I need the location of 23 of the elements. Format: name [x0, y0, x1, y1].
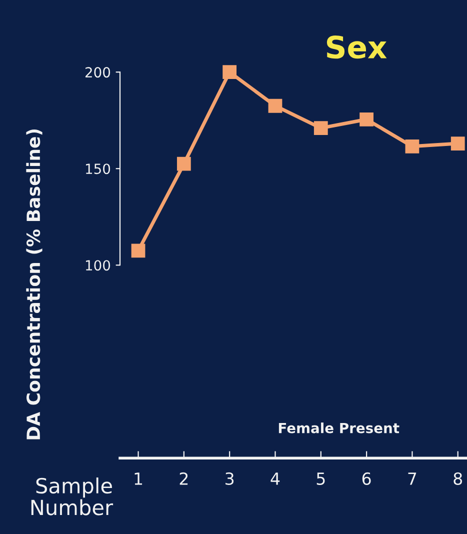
x-tick-label: 7 [408, 472, 416, 485]
x-tick-label: 3 [226, 472, 234, 485]
chart-title: Sex [326, 36, 387, 59]
x-tick-label: 2 [180, 472, 188, 485]
x-tick-label: 4 [270, 472, 280, 485]
x-tick-label: 8 [454, 472, 462, 485]
point [450, 136, 465, 150]
point [176, 156, 191, 171]
point [405, 139, 420, 154]
x-tick-label: 6 [362, 472, 371, 485]
y-tick-label: 100 [86, 260, 110, 271]
x-tick-label: 1 [134, 472, 142, 485]
annotation: Female Present [278, 422, 400, 434]
point [360, 112, 374, 126]
x-axis-title: Sample Number [31, 477, 114, 516]
point [268, 98, 282, 113]
y-tick-label: 150 [86, 164, 110, 174]
y-tick-label: 200 [85, 67, 110, 78]
point [222, 65, 237, 80]
point [314, 121, 328, 136]
x-tick-label: 5 [316, 472, 325, 485]
y-axis-title: DA Concentration (% Baseline) [26, 130, 42, 440]
point [131, 244, 146, 258]
